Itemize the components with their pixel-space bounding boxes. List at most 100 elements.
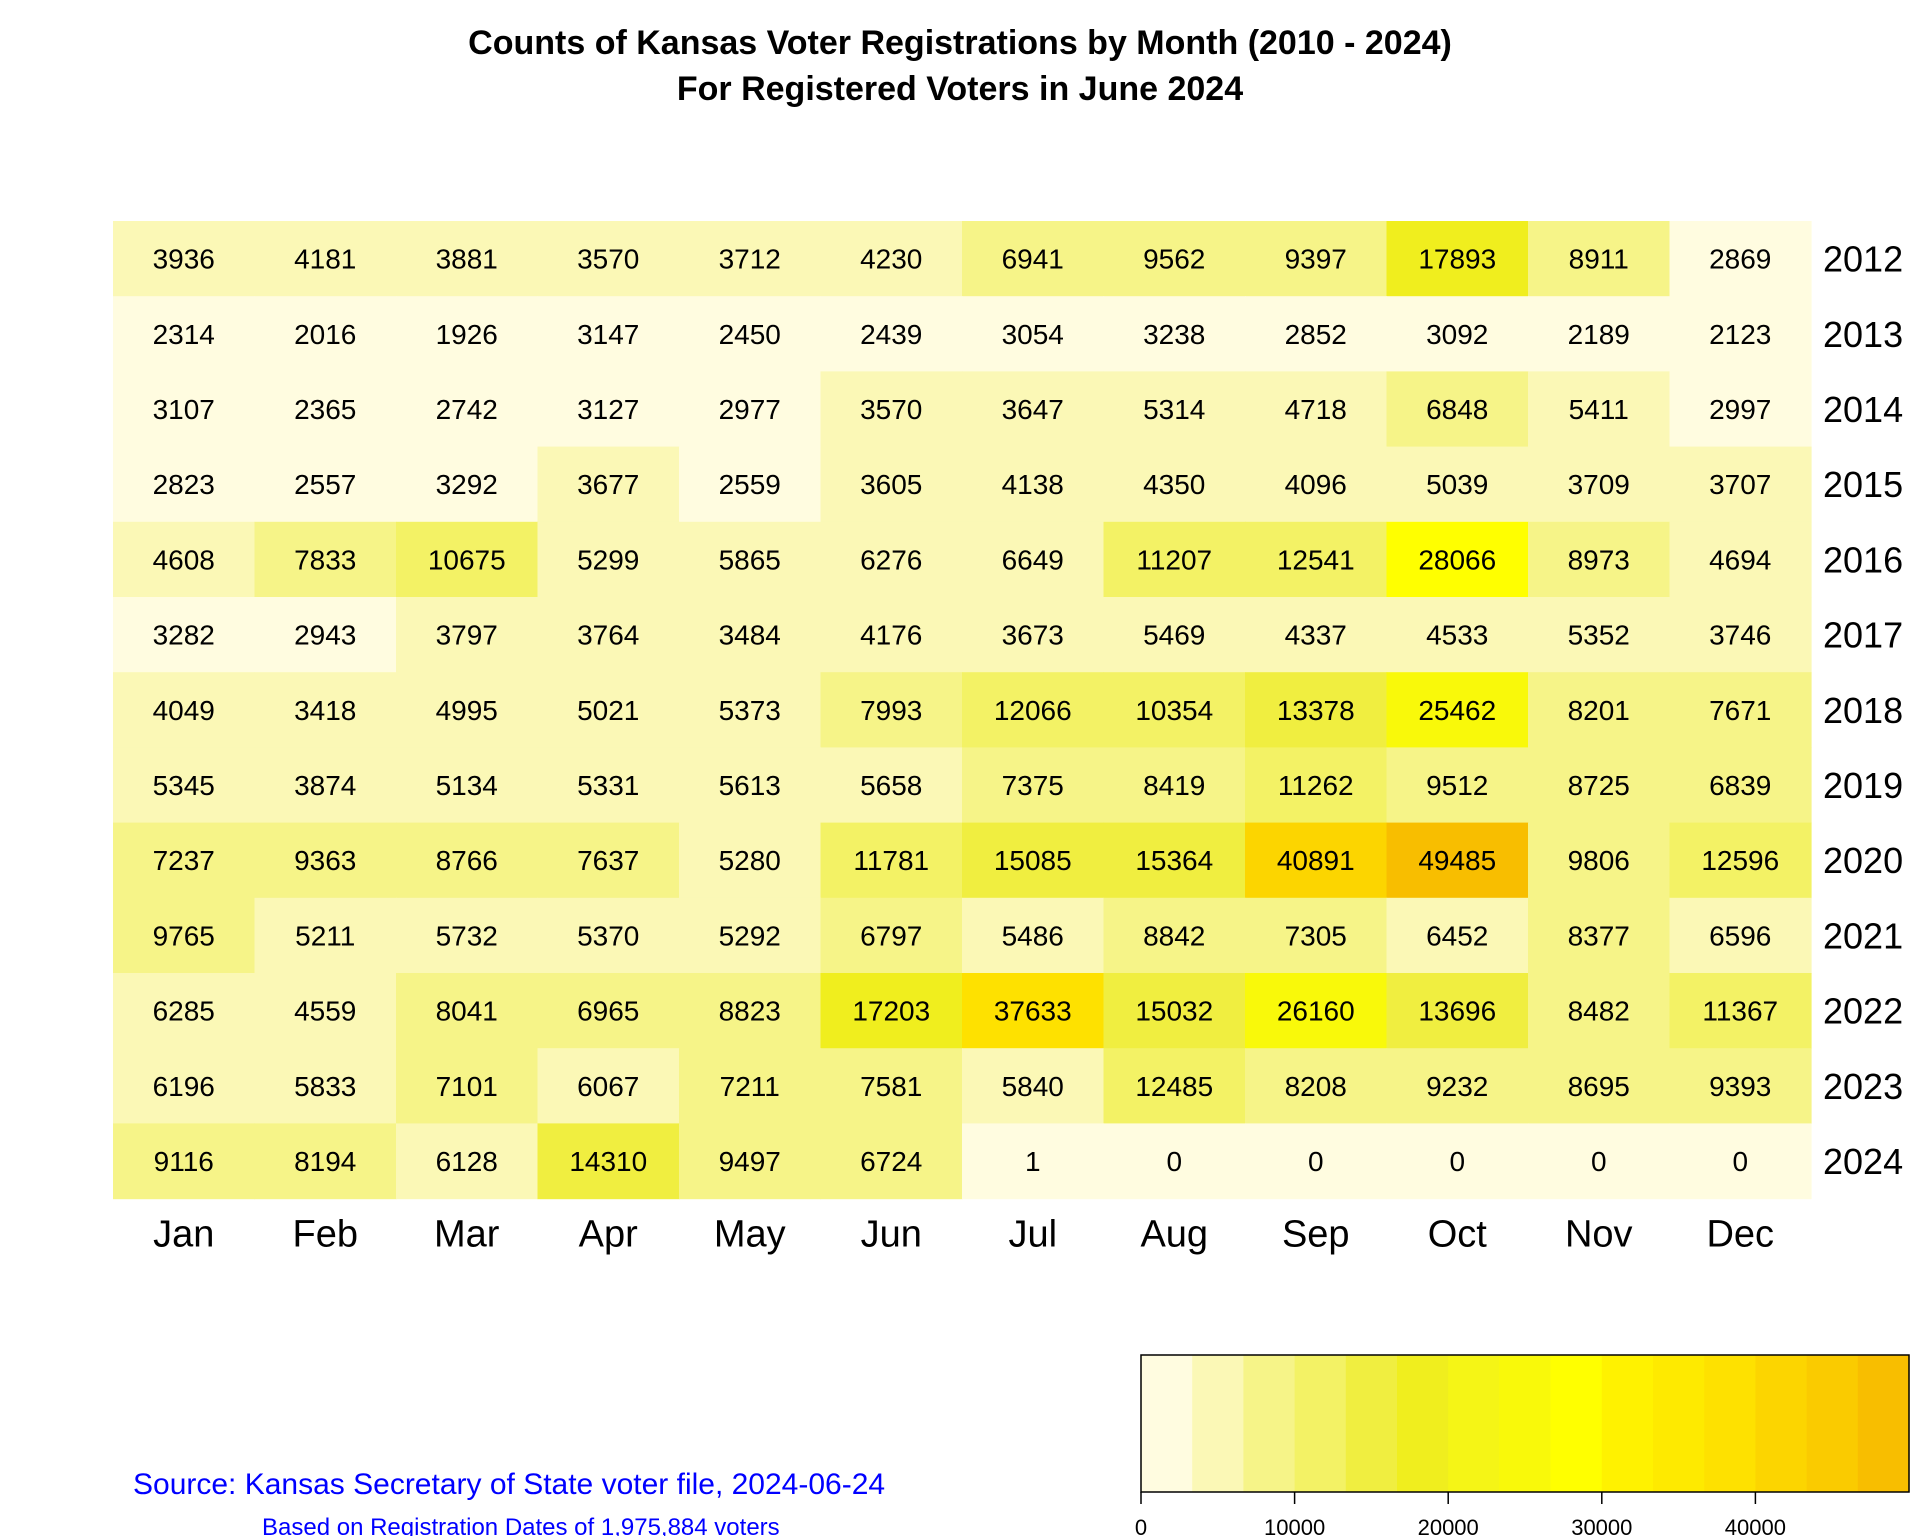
cell-value-label: 4096: [1285, 469, 1347, 500]
cell-value-label: 12485: [1135, 1071, 1213, 1102]
month-label: Jan: [153, 1214, 214, 1256]
heatmap-cell: [254, 1123, 397, 1200]
cell-value-label: 13696: [1418, 996, 1496, 1027]
cell-value-label: 9806: [1568, 845, 1630, 876]
heatmap-cell: [1245, 897, 1388, 974]
legend-swatch: [1755, 1355, 1808, 1492]
cell-value-label: 2869: [1709, 244, 1771, 275]
cell-value-label: 5345: [153, 770, 215, 801]
heatmap-cell: [1386, 897, 1529, 974]
cell-value-label: 12066: [994, 695, 1072, 726]
heatmap-cell: [396, 973, 539, 1049]
heatmap-cell: [1669, 371, 1812, 448]
month-label: May: [714, 1214, 786, 1256]
month-label: Feb: [293, 1214, 358, 1256]
cell-value-label: 17893: [1418, 244, 1496, 275]
year-label: 2017: [1823, 615, 1903, 656]
heatmap-cell: [820, 897, 963, 974]
cell-value-label: 2997: [1709, 394, 1771, 425]
cell-value-label: 4694: [1709, 544, 1771, 575]
cell-value-label: 3936: [153, 244, 215, 275]
heatmap-cell: [1528, 446, 1671, 523]
heatmap-cell: [962, 1048, 1105, 1124]
cell-value-label: 7993: [860, 695, 922, 726]
color-legend: 0 10000 20000 30000 40000: [1135, 1354, 1910, 1536]
heatmap-cell: [679, 371, 822, 448]
cell-value-label: 2439: [860, 319, 922, 350]
cell-value-label: 3570: [577, 244, 639, 275]
cell-value-label: 8725: [1568, 770, 1630, 801]
heatmap-cell: [113, 296, 256, 372]
month-label: Oct: [1428, 1214, 1488, 1256]
cell-value-label: 9363: [294, 845, 356, 876]
heatmap-cell: [396, 446, 539, 523]
legend-tick-label: 30000: [1571, 1515, 1632, 1536]
heatmap-cell: [1528, 747, 1671, 824]
legend-swatch: [1141, 1355, 1193, 1492]
legend-swatch: [1243, 1355, 1296, 1492]
cell-value-label: 5352: [1568, 620, 1630, 651]
cell-value-label: 4230: [860, 244, 922, 275]
heatmap-cell: [254, 521, 397, 598]
year-label: 2019: [1823, 765, 1903, 806]
month-label: Nov: [1565, 1214, 1633, 1256]
cell-value-label: 7237: [153, 845, 215, 876]
cell-value-label: 3673: [1002, 620, 1064, 651]
cell-value-label: 11262: [1278, 770, 1354, 801]
heatmap-cell: [820, 521, 963, 598]
heatmap-cell: [679, 597, 822, 673]
cell-value-label: 8377: [1568, 920, 1630, 951]
heatmap-cell: [537, 296, 680, 372]
month-label: Jul: [1008, 1214, 1057, 1256]
year-label: 2018: [1823, 690, 1903, 731]
cell-value-label: 6067: [577, 1071, 639, 1102]
cell-value-label: 0: [1591, 1146, 1607, 1177]
heatmap-cell: [1245, 973, 1388, 1049]
heatmap-cell: [537, 747, 680, 824]
heatmap-cell: [679, 221, 822, 297]
heatmap-cell: [537, 672, 680, 748]
cell-value-label: 0: [1449, 1146, 1465, 1177]
cell-value-label: 3484: [719, 620, 781, 651]
heatmap-cell: [537, 1123, 680, 1200]
cell-value-label: 9393: [1709, 1071, 1771, 1102]
cell-value-label: 9765: [153, 920, 215, 951]
heatmap-cell: [820, 221, 963, 297]
heatmap-cell: [1103, 521, 1246, 598]
cell-value-label: 7671: [1709, 695, 1771, 726]
cell-value-label: 5732: [436, 920, 498, 951]
cell-value-label: 7211: [720, 1071, 780, 1102]
heatmap-cell: [962, 446, 1105, 523]
cell-value-label: 5469: [1143, 620, 1205, 651]
cell-value-label: 15364: [1135, 845, 1213, 876]
cell-value-label: 3605: [860, 469, 922, 500]
heatmap-cell: [113, 1048, 256, 1124]
heatmap-cell: [962, 897, 1105, 974]
cell-value-label: 5613: [719, 770, 781, 801]
heatmap-cell: [1386, 973, 1529, 1049]
heatmap-cell: [254, 822, 397, 899]
heatmap-cell: [1669, 822, 1812, 899]
cell-value-label: 3107: [153, 394, 215, 425]
cell-value-label: 8419: [1143, 770, 1205, 801]
cell-value-label: 4350: [1143, 469, 1205, 500]
heatmap-cell: [962, 371, 1105, 448]
legend-swatch: [1550, 1355, 1603, 1492]
heatmap-cell: [1528, 1048, 1671, 1124]
heatmap-cell: [1386, 672, 1529, 748]
heatmap-cell: [1245, 446, 1388, 523]
cell-value-label: 7375: [1002, 770, 1064, 801]
heatmap-cell: [1245, 296, 1388, 372]
cell-value-label: 11367: [1702, 996, 1778, 1027]
cell-value-label: 3677: [577, 469, 639, 500]
heatmap-cell: [537, 822, 680, 899]
heatmap-cell: [113, 597, 256, 673]
cell-value-label: 2016: [294, 319, 356, 350]
cell-value-label: 9116: [154, 1146, 214, 1177]
heatmap-cell: [1528, 897, 1671, 974]
heatmap-cell: [679, 822, 822, 899]
cell-value-label: 40891: [1277, 845, 1355, 876]
heatmap-cell: [254, 597, 397, 673]
cell-value-label: 6285: [153, 996, 215, 1027]
month-label: Apr: [579, 1214, 638, 1256]
